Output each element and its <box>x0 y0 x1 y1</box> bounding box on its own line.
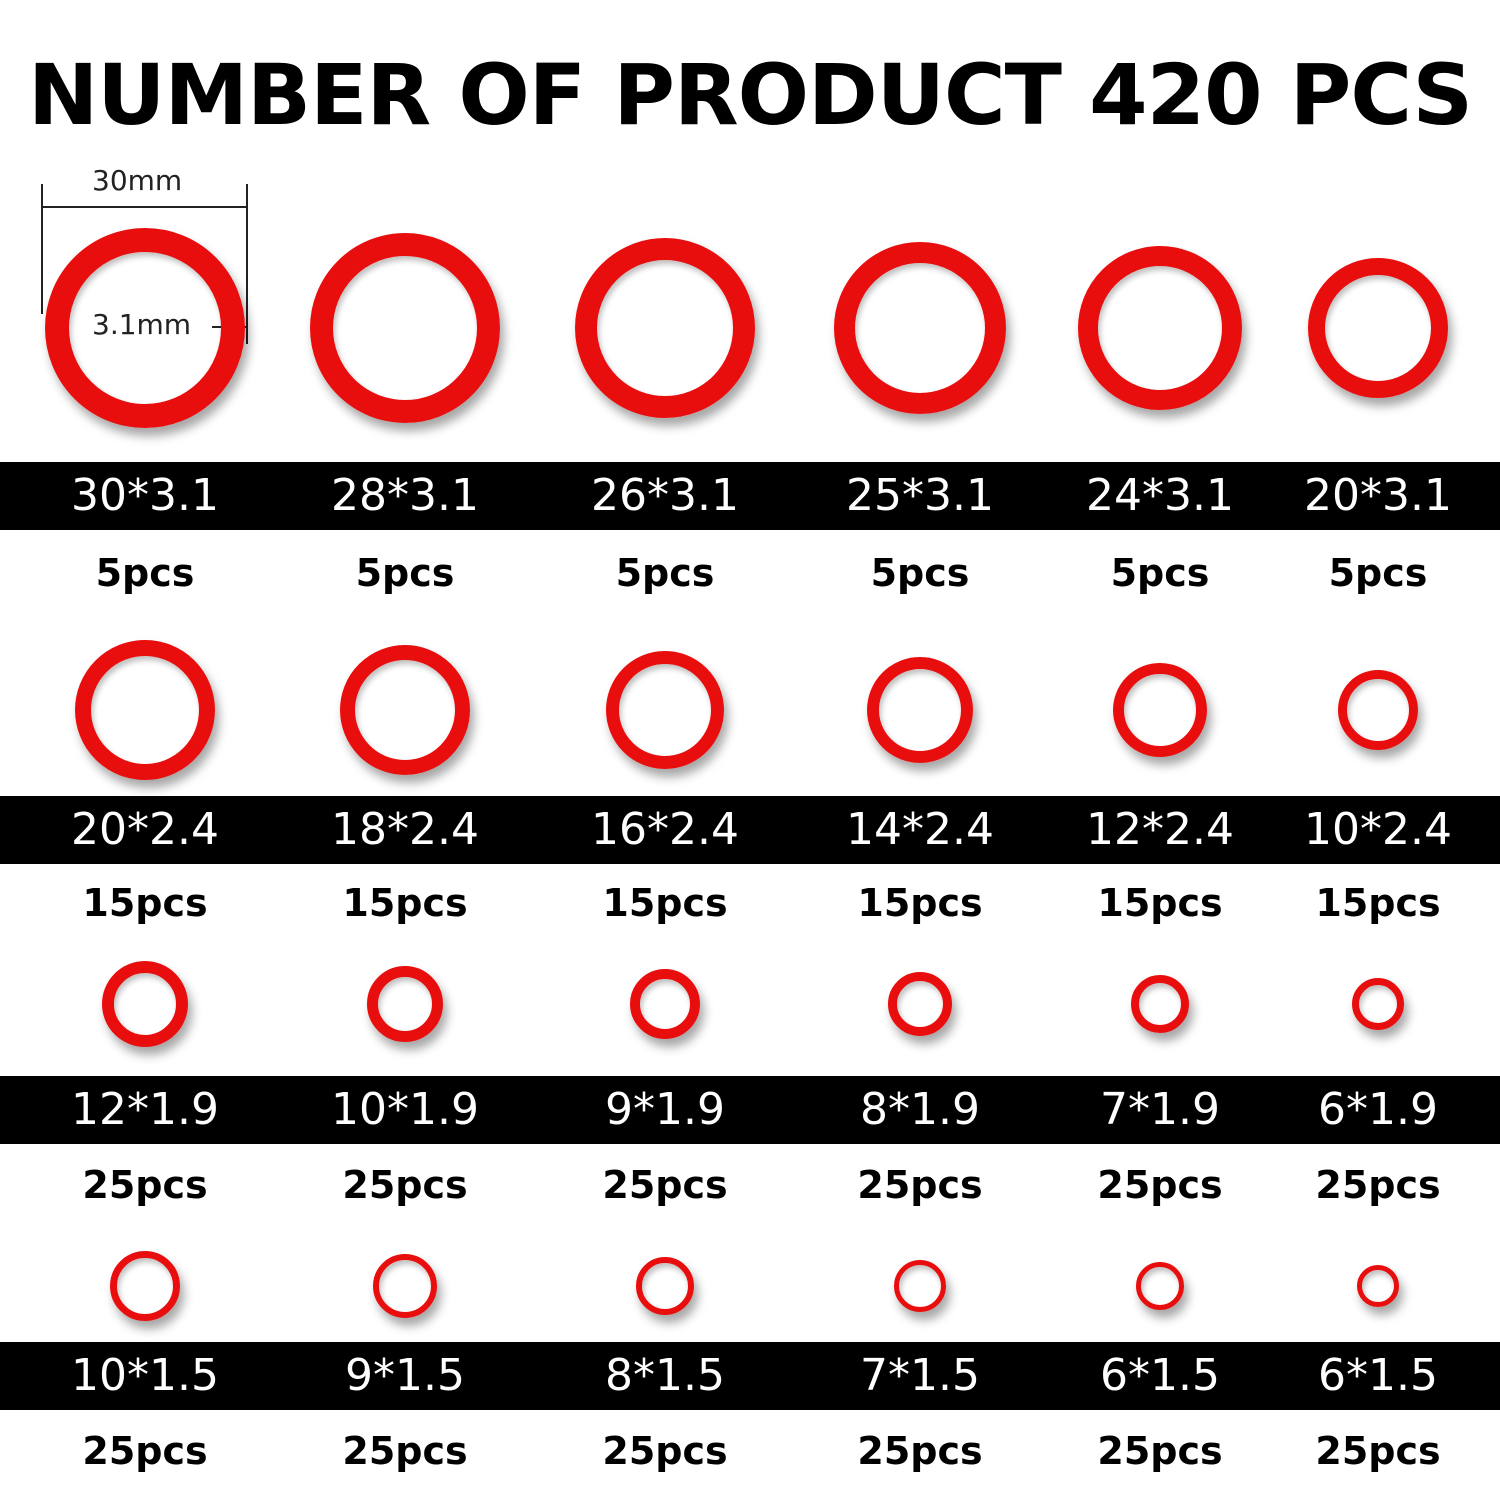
size-label: 6*1.9 <box>1318 1084 1438 1135</box>
page-title: NUMBER OF PRODUCT 420 PCS <box>27 46 1473 144</box>
size-label: 8*1.9 <box>860 1084 980 1135</box>
oring-image <box>373 1254 437 1318</box>
dimension-line-top <box>42 206 248 208</box>
size-label: 12*2.4 <box>1086 804 1234 855</box>
quantity-label: 25pcs <box>82 1429 208 1473</box>
size-label: 9*1.5 <box>345 1350 465 1401</box>
size-label: 20*2.4 <box>71 804 219 855</box>
size-label: 25*3.1 <box>846 470 994 521</box>
oring-image <box>1113 663 1207 757</box>
size-band-row-1 <box>0 462 1500 530</box>
size-label: 14*2.4 <box>846 804 994 855</box>
size-label: 20*3.1 <box>1304 470 1452 521</box>
size-band-row-4 <box>0 1342 1500 1410</box>
quantity-label: 15pcs <box>1315 881 1441 925</box>
quantity-label: 25pcs <box>1315 1429 1441 1473</box>
quantity-label: 15pcs <box>1097 881 1223 925</box>
size-label: 12*1.9 <box>71 1084 219 1135</box>
oring-image <box>867 657 973 763</box>
size-label: 9*1.9 <box>605 1084 725 1135</box>
oring-image <box>834 242 1006 414</box>
quantity-label: 25pcs <box>342 1163 468 1207</box>
oring-image <box>1136 1262 1184 1310</box>
size-label: 18*2.4 <box>331 804 479 855</box>
quantity-label: 15pcs <box>602 881 728 925</box>
size-label: 10*1.9 <box>331 1084 479 1135</box>
oring-image <box>1131 975 1189 1033</box>
quantity-label: 25pcs <box>1097 1429 1223 1473</box>
size-label: 8*1.5 <box>605 1350 725 1401</box>
quantity-label: 5pcs <box>95 551 195 595</box>
size-label: 6*1.5 <box>1100 1350 1220 1401</box>
oring-image <box>110 1251 180 1321</box>
dimension-tick-right <box>246 184 248 344</box>
oring-image <box>1078 246 1242 410</box>
oring-image <box>75 640 215 780</box>
quantity-label: 25pcs <box>602 1163 728 1207</box>
size-label: 10*1.5 <box>71 1350 219 1401</box>
quantity-label: 25pcs <box>602 1429 728 1473</box>
oring-image <box>1338 670 1418 750</box>
size-label: 26*3.1 <box>591 470 739 521</box>
oring-image <box>1357 1265 1399 1307</box>
oring-image <box>630 969 700 1039</box>
size-band-row-2 <box>0 796 1500 864</box>
oring-image <box>1308 258 1448 398</box>
oring-image <box>102 961 188 1047</box>
size-label: 7*1.5 <box>860 1350 980 1401</box>
size-label: 16*2.4 <box>591 804 739 855</box>
oring-image <box>888 972 952 1036</box>
oring-image <box>45 228 245 428</box>
oring-image <box>367 966 443 1042</box>
oring-image <box>575 238 755 418</box>
size-band-row-3 <box>0 1076 1500 1144</box>
quantity-label: 5pcs <box>1328 551 1428 595</box>
oring-image <box>310 233 500 423</box>
quantity-label: 5pcs <box>1110 551 1210 595</box>
size-label: 30*3.1 <box>71 470 219 521</box>
size-label: 28*3.1 <box>331 470 479 521</box>
oring-image <box>636 1257 694 1315</box>
quantity-label: 25pcs <box>82 1163 208 1207</box>
diameter-label: 30mm <box>92 164 183 197</box>
oring-image <box>606 651 724 769</box>
oring-image <box>1352 978 1404 1030</box>
quantity-label: 15pcs <box>857 881 983 925</box>
quantity-label: 25pcs <box>1097 1163 1223 1207</box>
quantity-label: 5pcs <box>355 551 455 595</box>
dimension-tick-left <box>41 184 43 314</box>
quantity-label: 15pcs <box>82 881 208 925</box>
size-label: 7*1.9 <box>1100 1084 1220 1135</box>
oring-image <box>894 1260 946 1312</box>
quantity-label: 25pcs <box>857 1429 983 1473</box>
oring-image <box>340 645 470 775</box>
size-label: 24*3.1 <box>1086 470 1234 521</box>
quantity-label: 15pcs <box>342 881 468 925</box>
quantity-label: 5pcs <box>615 551 715 595</box>
quantity-label: 5pcs <box>870 551 970 595</box>
quantity-label: 25pcs <box>857 1163 983 1207</box>
quantity-label: 25pcs <box>1315 1163 1441 1207</box>
size-label: 10*2.4 <box>1304 804 1452 855</box>
quantity-label: 25pcs <box>342 1429 468 1473</box>
size-label: 6*1.5 <box>1318 1350 1438 1401</box>
